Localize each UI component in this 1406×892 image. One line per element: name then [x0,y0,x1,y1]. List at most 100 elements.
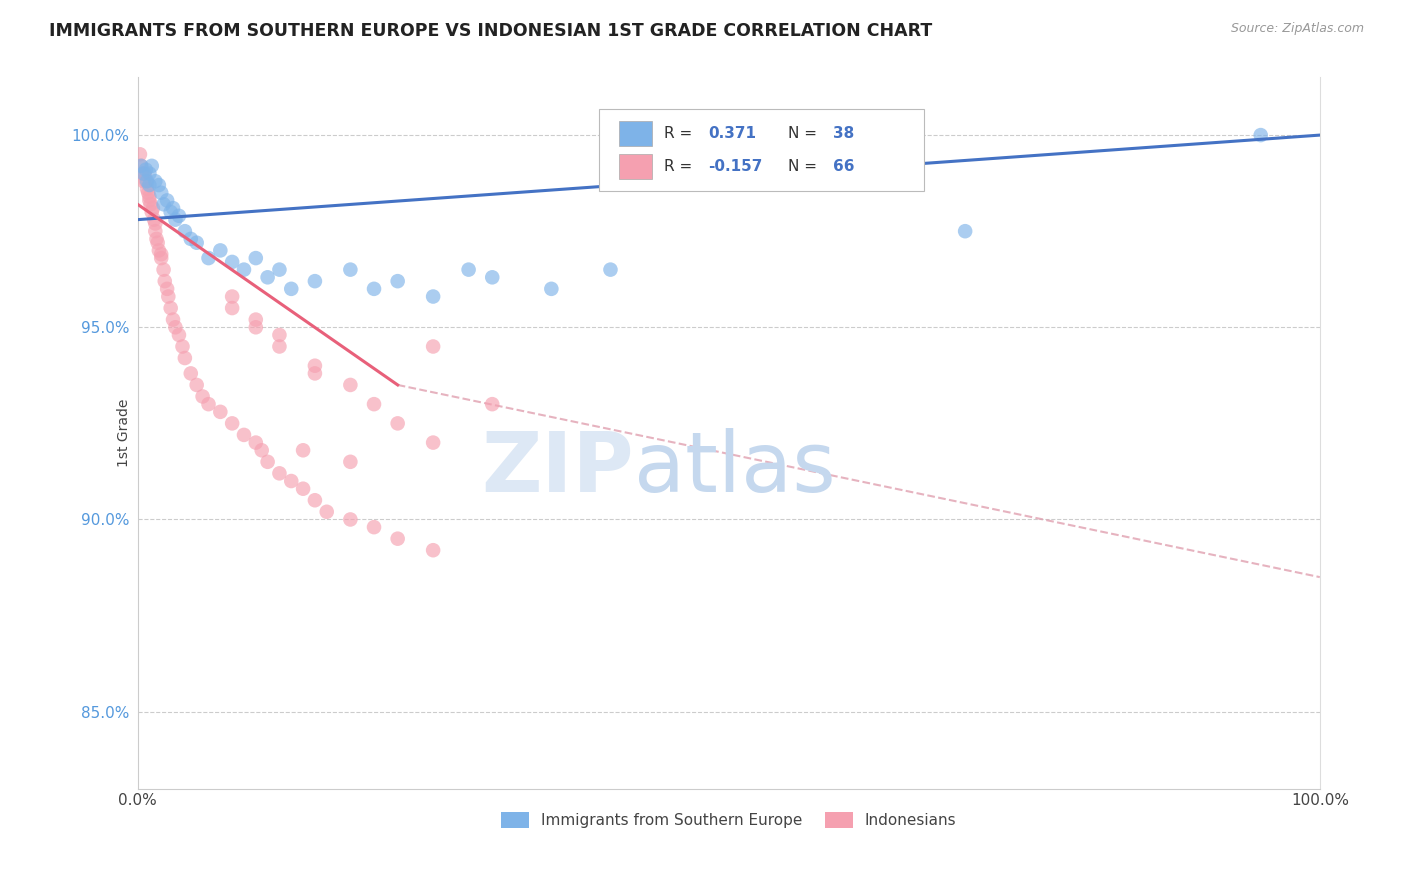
Point [197,251,219,265]
Point [141,159,163,173]
Point [148,244,170,258]
Point [422,543,444,558]
Point [197,397,219,411]
Point [269,262,291,277]
Point [387,532,409,546]
Text: N =: N = [787,159,821,174]
Point [1250,128,1272,142]
Point [245,435,267,450]
Point [131,167,153,181]
Point [162,312,184,326]
Point [269,339,291,353]
Point [135,174,157,188]
Point [221,289,243,303]
Point [233,428,256,442]
Point [165,212,187,227]
Point [132,167,155,181]
Point [143,224,166,238]
Point [180,367,202,381]
Text: ZIP: ZIP [482,428,634,509]
Point [159,205,181,219]
Text: 0.371: 0.371 [709,126,756,141]
Point [136,174,159,188]
Point [304,274,326,288]
Point [292,443,315,458]
Point [145,232,167,246]
Point [269,328,291,343]
Text: N =: N = [787,126,821,141]
Point [363,520,385,534]
Point [172,339,194,353]
Point [953,224,976,238]
Point [152,262,174,277]
Point [138,167,160,181]
Point [363,282,385,296]
Point [152,197,174,211]
Point [129,159,152,173]
Point [157,289,180,303]
Point [292,482,315,496]
Point [245,320,267,334]
Point [134,167,156,181]
Text: Source: ZipAtlas.com: Source: ZipAtlas.com [1230,22,1364,36]
Point [156,282,179,296]
Point [540,282,562,296]
Point [245,312,267,326]
Point [150,251,173,265]
Point [209,405,232,419]
Text: 66: 66 [832,159,855,174]
Point [141,205,163,219]
Point [143,212,166,227]
Point [599,262,621,277]
Point [233,262,256,277]
Text: IMMIGRANTS FROM SOUTHERN EUROPE VS INDONESIAN 1ST GRADE CORRELATION CHART: IMMIGRANTS FROM SOUTHERN EUROPE VS INDON… [49,22,932,40]
Point [186,378,208,392]
Bar [619,153,652,179]
Text: atlas: atlas [634,428,835,509]
Text: R =: R = [664,126,697,141]
Point [339,512,361,526]
Y-axis label: 1st Grade: 1st Grade [117,399,131,467]
Point [339,455,361,469]
Point [159,301,181,315]
Point [481,397,503,411]
Point [457,262,479,277]
Text: R =: R = [664,159,697,174]
Point [138,189,160,203]
Point [481,270,503,285]
Point [153,274,176,288]
Point [138,178,160,192]
Point [280,474,302,488]
Point [156,194,179,208]
Point [304,493,326,508]
Point [162,201,184,215]
Point [173,351,195,365]
Point [280,282,302,296]
Point [135,162,157,177]
Point [142,201,165,215]
Point [422,435,444,450]
Point [136,182,159,196]
Point [143,174,166,188]
Point [256,270,278,285]
Point [221,255,243,269]
Point [167,209,190,223]
Point [173,224,195,238]
Point [269,467,291,481]
Point [315,505,337,519]
Point [256,455,278,469]
Point [129,159,152,173]
Point [143,217,166,231]
Point [339,262,361,277]
Point [132,174,155,188]
Point [221,417,243,431]
Point [250,443,273,458]
Point [167,328,190,343]
Point [180,232,202,246]
Legend: Immigrants from Southern Europe, Indonesians: Immigrants from Southern Europe, Indones… [495,806,963,834]
Point [422,339,444,353]
Point [387,274,409,288]
Point [129,147,152,161]
Point [146,235,169,250]
Point [136,186,159,200]
